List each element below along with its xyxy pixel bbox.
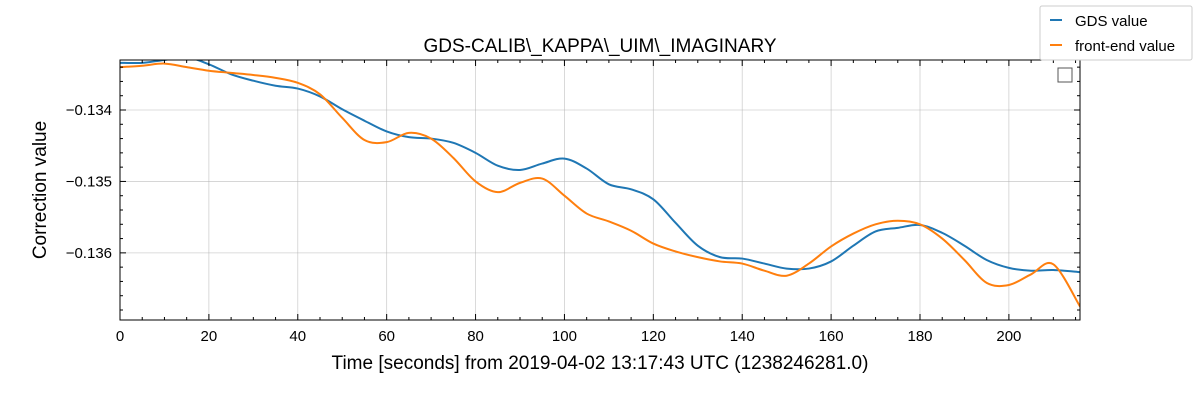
y-axis: −0.134 −0.135 −0.136: [66, 66, 1080, 311]
x-tick-label: 80: [467, 328, 484, 345]
x-axis-label: Time [seconds] from 2019-04-02 13:17:43 …: [332, 353, 869, 374]
legend: GDS value front-end value: [1039, 5, 1193, 61]
y-tick-label: −0.136: [66, 245, 112, 262]
x-tick-label: 140: [730, 328, 755, 345]
x-tick-label: 40: [289, 328, 306, 345]
y-axis-label: Correction value: [30, 121, 51, 259]
chart-title: GDS-CALIB\_KAPPA\_UIM\_IMAGINARY: [423, 36, 776, 57]
x-tick-label: 200: [996, 328, 1021, 345]
x-tick-label: 20: [201, 328, 218, 345]
x-tick-label: 120: [641, 328, 666, 345]
series-layer: [120, 60, 1080, 307]
series-line-front-end-value: [120, 62, 1080, 307]
y-tick-label: −0.134: [66, 102, 112, 119]
grid: [119, 60, 1080, 320]
empty-legend-box: [1057, 67, 1073, 83]
x-tick-label: 0: [116, 328, 124, 345]
legend-frame: [1039, 5, 1193, 61]
x-tick-label: 60: [378, 328, 395, 345]
series-line-gds-value: [120, 60, 1080, 274]
plot-frame: [119, 59, 1081, 321]
x-tick-label: 100: [552, 328, 577, 345]
x-tick-label: 180: [907, 328, 932, 345]
x-axis: 0 20 40 60 80 100 120 140 160 180 200: [116, 60, 1077, 345]
x-tick-label: 160: [819, 328, 844, 345]
y-tick-label: −0.135: [66, 173, 112, 190]
legend-label-gds-value: GDS value: [1075, 13, 1148, 30]
legend-label-front-end-value: front-end value: [1075, 38, 1175, 55]
